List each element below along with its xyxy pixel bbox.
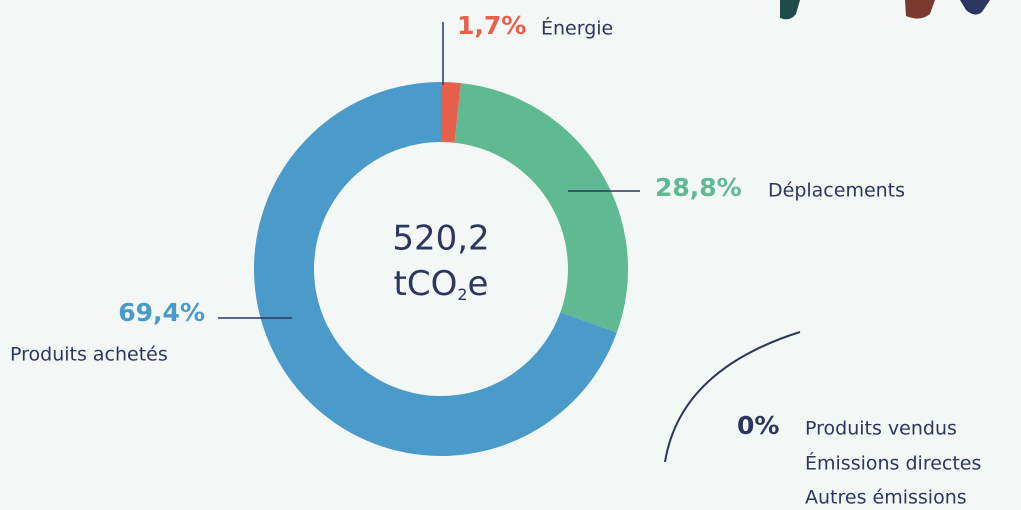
zero-category: Autres émissions (805, 487, 967, 509)
donut-segment (454, 83, 628, 333)
value-label: 1,7% (457, 11, 526, 40)
zero-category: Émissions directes (805, 452, 981, 475)
center-value: 520,2 (392, 219, 489, 259)
donut-segment (254, 82, 617, 456)
donut-segment (441, 82, 461, 143)
unit-part: e (468, 264, 489, 304)
zero-category: Produits vendus (805, 418, 957, 440)
decoration (664, 0, 990, 463)
value-label: 69,4% (118, 298, 205, 327)
zero-label: 0% (737, 411, 779, 440)
category-label: Produits achetés (10, 344, 168, 366)
donut (254, 82, 628, 456)
center-unit: tCO2e (394, 264, 489, 304)
unit-part: tCO (394, 264, 458, 304)
unit-subscript: 2 (457, 285, 467, 304)
category-label: Énergie (541, 17, 613, 40)
category-label: Déplacements (768, 180, 905, 202)
value-label: 28,8% (655, 173, 742, 202)
